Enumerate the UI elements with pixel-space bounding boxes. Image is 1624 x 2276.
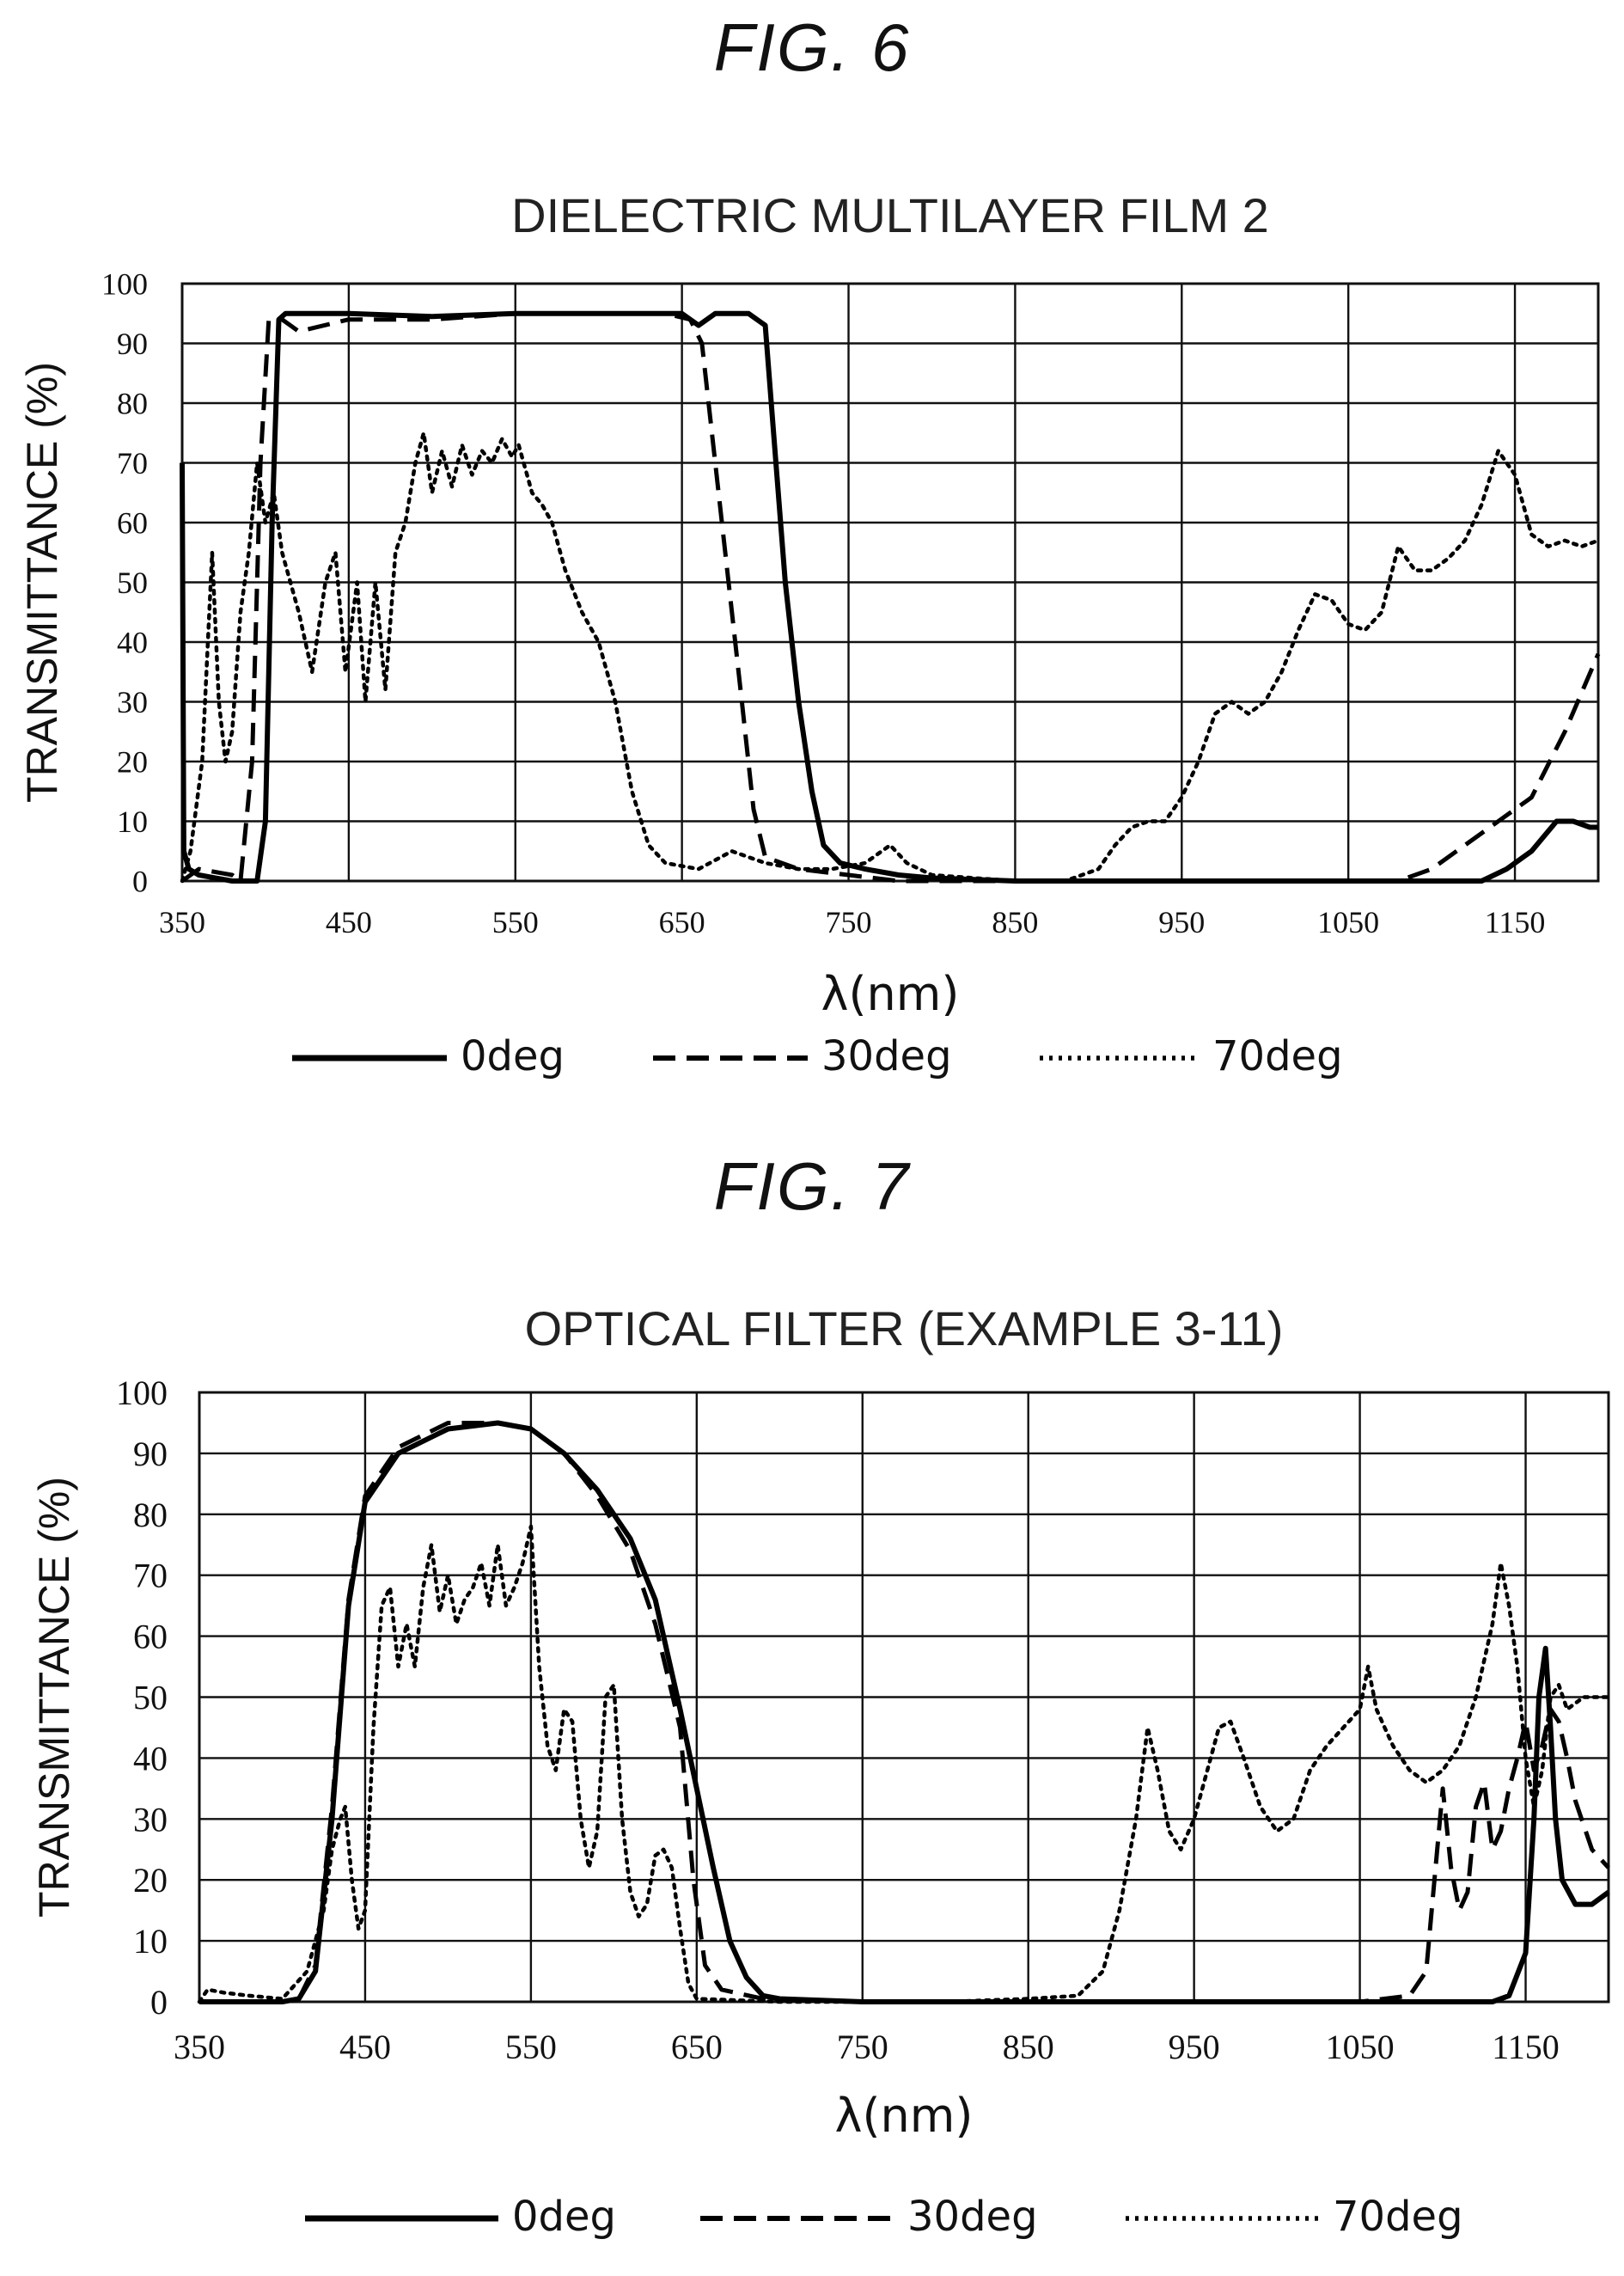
x-tick-label: 350: [159, 905, 205, 939]
x-tick-label: 1150: [1485, 905, 1546, 939]
y-tick-label: 30: [117, 685, 148, 719]
y-tick-label: 80: [133, 1496, 168, 1534]
y-tick-label: 70: [133, 1557, 168, 1595]
legend-label-70deg: 70deg: [1212, 1032, 1343, 1080]
x-tick-label: 450: [339, 2028, 391, 2066]
y-tick-label: 40: [117, 626, 148, 660]
y-tick-label: 90: [117, 327, 148, 361]
y-tick-label: 60: [133, 1618, 168, 1656]
y-tick-label: 30: [133, 1800, 168, 1839]
x-tick-label: 750: [837, 2028, 888, 2066]
legend-label-0deg: 0deg: [461, 1032, 565, 1080]
y-tick-label: 20: [117, 745, 148, 780]
x-tick-label: 1150: [1492, 2028, 1560, 2066]
y-tick-label: 60: [117, 506, 148, 541]
y-tick-label: 100: [101, 267, 148, 302]
y-tick-label: 10: [117, 805, 148, 839]
legend-label-70deg: 70deg: [1333, 2193, 1463, 2241]
x-tick-label: 1050: [1326, 2028, 1395, 2066]
y-tick-label: 50: [117, 566, 148, 600]
y-axis-label: TRANSMITTANCE (%): [18, 362, 66, 803]
x-tick-label: 750: [826, 905, 872, 939]
x-tick-label: 1050: [1317, 905, 1379, 939]
x-tick-label: 650: [659, 905, 705, 939]
y-axis-label: TRANSMITTANCE (%): [30, 1477, 78, 1918]
x-tick-label: 550: [492, 905, 539, 939]
x-tick-label: 950: [1158, 905, 1205, 939]
y-tick-label: 100: [116, 1374, 168, 1412]
x-axis-label: λ(nm): [821, 967, 960, 1021]
series-line-30deg: [180, 311, 1601, 884]
series-line-70deg: [180, 431, 1601, 884]
y-tick-label: 40: [133, 1739, 168, 1777]
fig-6-label: FIG. 6: [713, 9, 911, 85]
legend-label-0deg: 0deg: [512, 2193, 616, 2241]
x-tick-label: 550: [505, 2028, 557, 2066]
legend-label-30deg: 30deg: [821, 1032, 952, 1080]
legend-label-30deg: 30deg: [907, 2193, 1038, 2241]
y-tick-label: 0: [150, 1983, 168, 2022]
chart-title: DIELECTRIC MULTILAYER FILM 2: [511, 188, 1269, 242]
x-axis-label: λ(nm): [835, 2089, 974, 2143]
y-tick-label: 50: [133, 1679, 168, 1717]
series-line-0deg: [199, 1420, 1610, 2004]
x-tick-label: 850: [992, 905, 1038, 939]
y-tick-label: 80: [117, 387, 148, 421]
chart-title: OPTICAL FILTER (EXAMPLE 3-11): [525, 1301, 1284, 1355]
x-tick-label: 350: [174, 2028, 225, 2066]
chart-fig-6: DIELECTRIC MULTILAYER FILM 2 0 10 20 30 40 50 6…: [18, 188, 1601, 1080]
y-tick-label: 10: [133, 1922, 168, 1961]
chart-fig-7: OPTICAL FILTER (EXAMPLE 3-11) 0 10 20 30 40 50…: [30, 1301, 1611, 2241]
fig-7-label: FIG. 7: [713, 1148, 911, 1224]
series-line-70deg: [197, 1524, 1611, 2004]
y-tick-label: 0: [132, 865, 148, 899]
series-line-0deg: [180, 310, 1598, 884]
x-tick-label: 650: [671, 2028, 723, 2066]
x-tick-label: 850: [1003, 2028, 1054, 2066]
x-tick-label: 450: [326, 905, 372, 939]
y-tick-label: 90: [133, 1435, 168, 1473]
y-tick-label: 20: [133, 1861, 168, 1900]
y-tick-label: 70: [117, 446, 148, 480]
series-line-30deg: [199, 1421, 1610, 2004]
x-tick-label: 950: [1169, 2028, 1220, 2066]
